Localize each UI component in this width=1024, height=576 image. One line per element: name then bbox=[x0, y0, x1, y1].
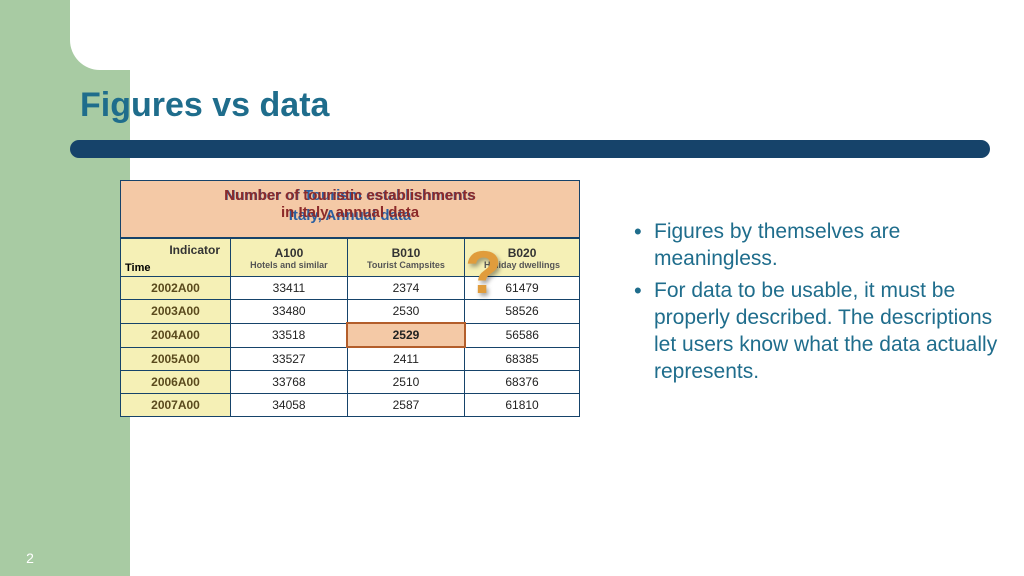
slide-title: Figures vs data bbox=[80, 86, 329, 125]
table-title-line2: in Italy, annual data bbox=[121, 204, 579, 221]
time-label: Time bbox=[125, 262, 150, 274]
col-sub-0: Hotels and similar bbox=[237, 260, 341, 270]
table-row: 2002A0033411237461479 bbox=[121, 277, 580, 300]
cell: 61810 bbox=[465, 394, 580, 417]
row-label: 2004A00 bbox=[121, 323, 231, 347]
table-row: 2005A0033527241168385 bbox=[121, 347, 580, 371]
table-row: 2006A0033768251068376 bbox=[121, 371, 580, 394]
row-label: 2006A00 bbox=[121, 371, 231, 394]
col-header-2: B020 Holiday dwellings bbox=[465, 239, 580, 277]
cell: 68376 bbox=[465, 371, 580, 394]
bullet-item: For data to be usable, it must be proper… bbox=[648, 277, 1000, 386]
col-header-1: B010 Tourist Campsites bbox=[347, 239, 464, 277]
cell: 33527 bbox=[231, 347, 348, 371]
col-code-0: A100 bbox=[275, 246, 304, 260]
indicator-label: Indicator bbox=[127, 243, 224, 257]
bullet-list: Figures by themselves are meaningless.Fo… bbox=[630, 218, 1000, 390]
accent-bar bbox=[70, 140, 990, 158]
table-title-line1: Number of touristic establishments bbox=[121, 187, 579, 204]
cell: 33480 bbox=[231, 300, 348, 324]
cell: 2529 bbox=[347, 323, 464, 347]
bullet-item: Figures by themselves are meaningless. bbox=[648, 218, 1000, 273]
cell: 2510 bbox=[347, 371, 464, 394]
cell: 2587 bbox=[347, 394, 464, 417]
table-row: 2007A0034058258761810 bbox=[121, 394, 580, 417]
cell: 2411 bbox=[347, 347, 464, 371]
sidebar-notch bbox=[70, 0, 130, 70]
cell: 33411 bbox=[231, 277, 348, 300]
cell: 33768 bbox=[231, 371, 348, 394]
row-label: 2002A00 bbox=[121, 277, 231, 300]
cell: 33518 bbox=[231, 323, 348, 347]
data-table: Indicator Time A100 Hotels and similar B… bbox=[120, 238, 580, 417]
slide: Figures vs data Number of Tourism establ… bbox=[0, 0, 1024, 576]
cell: 68385 bbox=[465, 347, 580, 371]
cell: 34058 bbox=[231, 394, 348, 417]
col-sub-1: Tourist Campsites bbox=[354, 260, 458, 270]
col-header-0: A100 Hotels and similar bbox=[231, 239, 348, 277]
row-label: 2007A00 bbox=[121, 394, 231, 417]
row-label: 2005A00 bbox=[121, 347, 231, 371]
page-number: 2 bbox=[0, 550, 60, 566]
col-code-2: B020 bbox=[508, 246, 537, 260]
table-row: 2003A0033480253058526 bbox=[121, 300, 580, 324]
col-code-1: B010 bbox=[392, 246, 421, 260]
table-row: 2004A0033518252956586 bbox=[121, 323, 580, 347]
row-label: 2003A00 bbox=[121, 300, 231, 324]
table-header-row: Indicator Time A100 Hotels and similar B… bbox=[121, 239, 580, 277]
data-table-wrap: Number of Tourism establishments Italy, … bbox=[120, 180, 580, 417]
cell: 58526 bbox=[465, 300, 580, 324]
cell: 56586 bbox=[465, 323, 580, 347]
cell: 2530 bbox=[347, 300, 464, 324]
table-body: 2002A00334112374614792003A00334802530585… bbox=[121, 277, 580, 417]
cell: 61479 bbox=[465, 277, 580, 300]
col-sub-2: Holiday dwellings bbox=[471, 260, 573, 270]
cell: 2374 bbox=[347, 277, 464, 300]
table-title: Number of Tourism establishments Italy, … bbox=[120, 180, 580, 238]
